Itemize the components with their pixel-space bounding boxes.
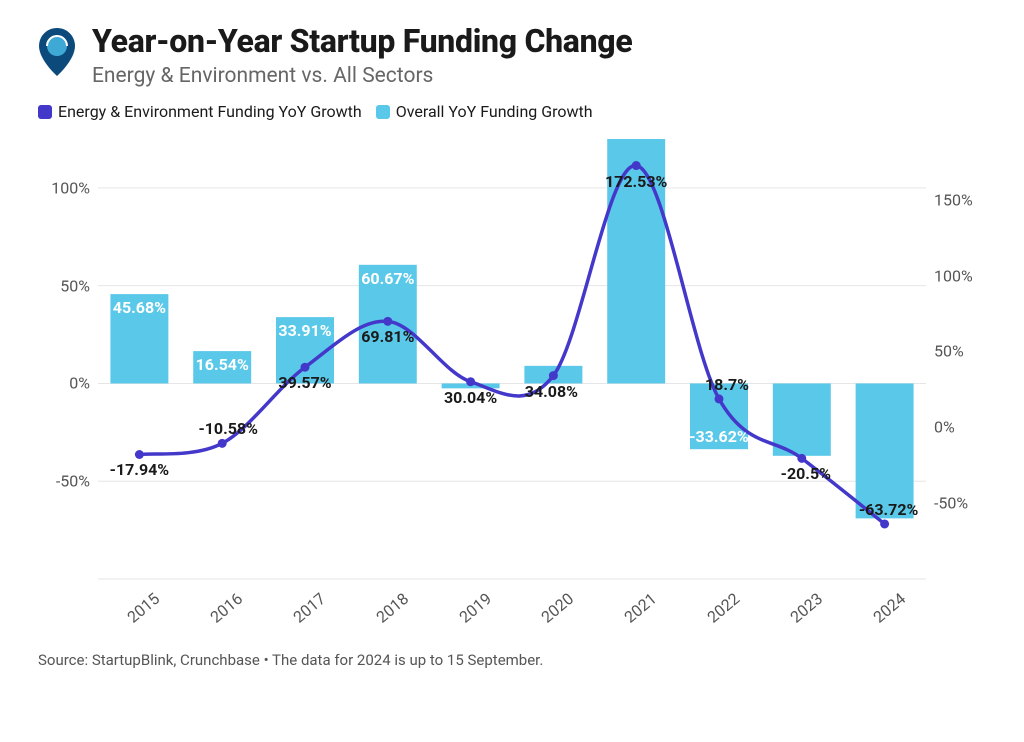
trend-point [880, 519, 889, 528]
bar-value-label: -33.62% [689, 427, 749, 446]
y-axis-right-tick: 50% [934, 342, 994, 361]
trend-point [135, 450, 144, 459]
trend-point-label: 18.7% [705, 375, 749, 394]
legend-swatch-bar [376, 105, 390, 119]
legend-item-line: Energy & Environment Funding YoY Growth [38, 102, 362, 121]
legend-item-bar: Overall YoY Funding Growth [376, 102, 593, 121]
y-axis-right-tick: 0% [934, 418, 994, 437]
trend-line [139, 165, 884, 524]
trend-point-label: -20.5% [781, 464, 831, 483]
chart: -50%0%50%100%-50%0%50%100%150%45.68%16.5… [36, 129, 988, 649]
trend-point-label: 30.04% [444, 388, 497, 407]
bar-value-label: 45.68% [113, 298, 166, 317]
bar-value-label: 60.67% [361, 269, 414, 288]
page-title: Year-on-Year Startup Funding Change [92, 22, 988, 60]
footnote: Source: StartupBlink, Crunchbase • The d… [36, 651, 988, 669]
y-axis-left-tick: 100% [40, 178, 90, 197]
trend-point [797, 454, 806, 463]
trend-point-label: -63.72% [859, 500, 919, 519]
trend-point-label: 34.08% [525, 382, 578, 401]
trend-point [301, 363, 310, 372]
bar-value-label: 16.54% [196, 355, 249, 374]
trend-point-label: 69.81% [361, 327, 414, 346]
bar [773, 383, 831, 455]
trend-point [383, 317, 392, 326]
bar [856, 383, 914, 518]
header: Year-on-Year Startup Funding Change Ener… [36, 22, 988, 88]
y-axis-right-tick: 150% [934, 190, 994, 209]
trend-point [218, 439, 227, 448]
bar-value-label: 33.91% [278, 321, 331, 340]
legend-label-line: Energy & Environment Funding YoY Growth [58, 102, 362, 121]
trend-point [632, 161, 641, 170]
trend-point [466, 377, 475, 386]
trend-point-label: 172.53% [605, 172, 667, 191]
map-pin-icon [36, 22, 78, 78]
legend-label-bar: Overall YoY Funding Growth [396, 102, 593, 121]
legend-swatch-line [38, 105, 52, 119]
trend-point-label: 39.57% [278, 373, 331, 392]
trend-point [715, 394, 724, 403]
y-axis-right-tick: 100% [934, 266, 994, 285]
trend-point-label: -10.58% [198, 419, 258, 438]
legend: Energy & Environment Funding YoY Growth … [38, 102, 988, 121]
y-axis-right-tick: -50% [934, 494, 994, 513]
y-axis-left-tick: -50% [40, 472, 90, 491]
trend-point [549, 371, 558, 380]
y-axis-left-tick: 50% [40, 276, 90, 295]
page-subtitle: Energy & Environment vs. All Sectors [92, 64, 988, 88]
y-axis-left-tick: 0% [40, 374, 90, 393]
trend-point-label: -17.94% [110, 460, 170, 479]
